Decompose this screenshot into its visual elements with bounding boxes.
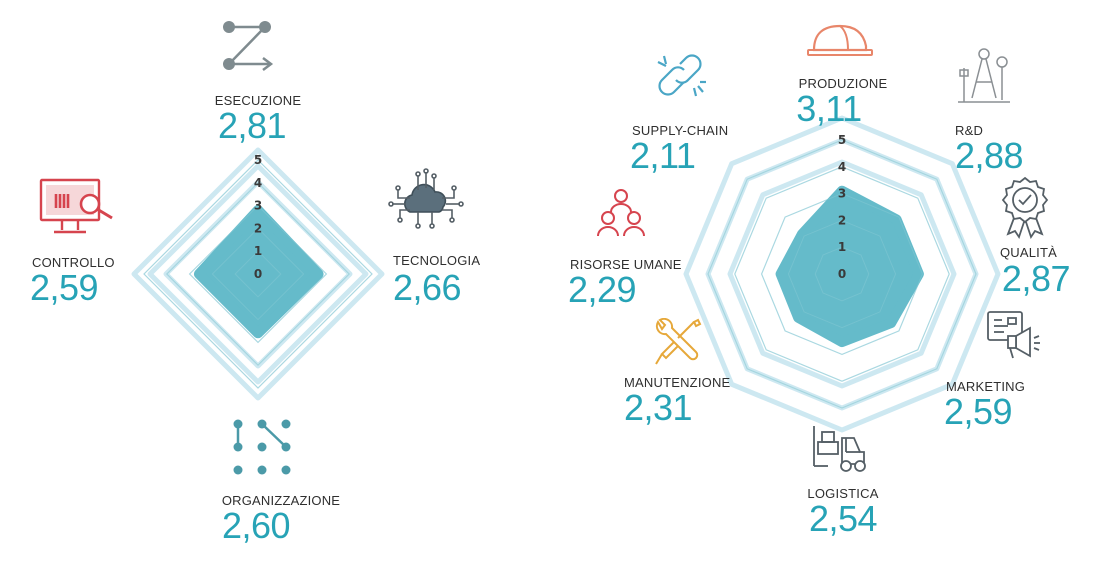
- axis-label-rd: R&D: [955, 123, 984, 138]
- cloud-circuit-icon: [388, 168, 464, 229]
- axis-value-tecnologia: 2,66: [393, 267, 462, 308]
- axis-value-supply-chain: 2,11: [630, 135, 696, 176]
- wrench-screwdriver-icon: [655, 318, 702, 365]
- axis-label-qualita: QUALITÀ: [999, 245, 1057, 260]
- axis-value-organizzazione: 2,60: [221, 505, 291, 546]
- grid-level-overlay: [143, 159, 373, 389]
- grid-level-overlay: [787, 219, 897, 329]
- axis-value-risorse-umane: 2,29: [568, 269, 637, 310]
- tick-label: 4: [838, 160, 846, 174]
- tick-label: 0: [254, 267, 262, 281]
- people-group-icon: [597, 189, 645, 237]
- grid-level-overlay: [234, 250, 282, 298]
- data-area: [775, 185, 924, 348]
- axis-label-supply-chain: SUPPLY-CHAIN: [632, 123, 729, 138]
- grid-level: [165, 181, 351, 367]
- tick-label: 0: [838, 267, 846, 281]
- quality-badge-icon: [1001, 176, 1049, 240]
- tick-label: 3: [838, 187, 846, 201]
- chain-link-icon: [657, 54, 706, 97]
- axis-label-marketing: MARKETING: [946, 379, 1026, 394]
- grid-level-overlay: [188, 204, 328, 344]
- arrow-zigzag-icon: [223, 21, 274, 71]
- grid-level-overlay: [166, 182, 350, 366]
- grid-level-overlay: [211, 227, 305, 321]
- axis-label-tecnologia: TECNOLOGIA: [393, 253, 481, 268]
- tick-label: 1: [838, 240, 846, 254]
- tick-label: 2: [838, 213, 846, 227]
- axis-label-logistica: LOGISTICA: [807, 486, 879, 501]
- grid-level: [143, 159, 373, 389]
- outer-ring: [147, 163, 369, 385]
- grid-level-overlay: [814, 246, 870, 302]
- outer-ring: [131, 147, 385, 401]
- axis-value-esecuzione: 2,81: [217, 105, 287, 146]
- grid-level: [734, 166, 950, 382]
- monitor-search-icon: [39, 178, 113, 234]
- tick-label: 4: [254, 176, 262, 190]
- compass-drafting-icon: [958, 48, 1010, 103]
- axis-value-produzione: 3,11: [796, 88, 862, 129]
- axis-value-qualita: 2,87: [1001, 258, 1071, 299]
- axis-label-organizzazione: ORGANIZZAZIONE: [221, 493, 341, 508]
- outer-ring: [683, 115, 1001, 433]
- axis-value-manutenzione: 2,31: [624, 387, 693, 428]
- tick-label: 1: [254, 244, 262, 258]
- tick-label: 5: [254, 153, 262, 167]
- axis-label-risorse-umane: RISORSE UMANE: [570, 257, 682, 272]
- axis-label-manutenzione: MANUTENZIONE: [624, 375, 731, 390]
- grid-level: [707, 139, 977, 409]
- axis-label-esecuzione: ESECUZIONE: [214, 93, 302, 108]
- axis-value-rd: 2,88: [955, 135, 1024, 176]
- axis-value-logistica: 2,54: [808, 498, 878, 539]
- megaphone-board-icon: [987, 311, 1040, 359]
- tick-label: 3: [254, 199, 262, 213]
- axis-label-controllo: CONTROLLO: [32, 255, 115, 270]
- node-grid-icon: [233, 419, 291, 475]
- grid-level-overlay: [761, 193, 923, 355]
- tick-label: 5: [838, 133, 846, 147]
- axis-value-marketing: 2,59: [944, 391, 1013, 432]
- outer-ring: [727, 159, 957, 389]
- axis-value-controllo: 2,59: [30, 267, 99, 308]
- forklift-icon: [813, 426, 866, 472]
- grid-level-overlay: [734, 166, 950, 382]
- hard-hat-icon: [807, 24, 873, 56]
- tick-label: 2: [254, 221, 262, 235]
- grid-level-overlay: [707, 139, 977, 409]
- axis-label-produzione: PRODUZIONE: [798, 76, 888, 91]
